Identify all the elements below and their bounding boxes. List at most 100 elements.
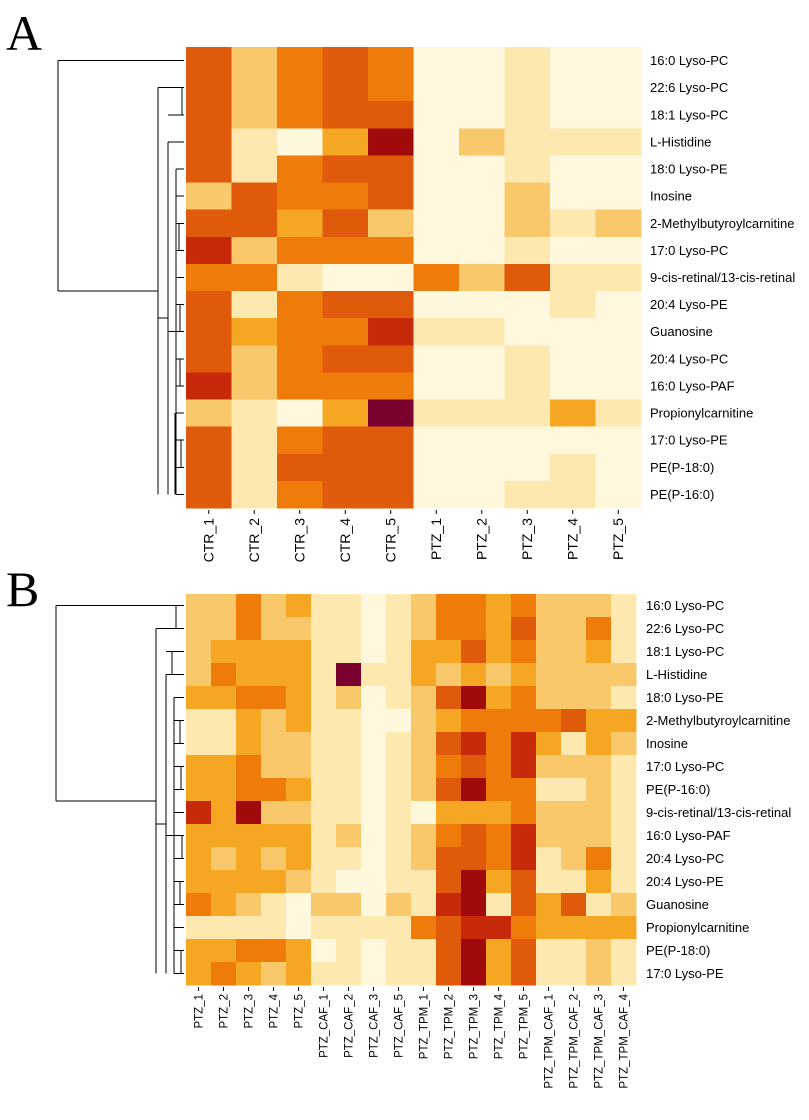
cell-inosine-ptz-4 [261,732,287,756]
cell-pe-p-16-0-ptz-2 [459,480,506,509]
cell-9-cis-retinal-13-cis-retinal-ptz-4 [261,801,287,825]
row-label: 9-cis-retinal/13-cis-retinal [646,805,791,820]
cell-inosine-ptz-5 [595,182,642,211]
cell-20-4-lyso-pe-ptz-tpm-3 [461,870,487,894]
cell-propionylcarnitine-ptz-tpm-caf-1 [536,916,562,940]
cell-pe-p-16-0-ptz-3 [236,778,262,802]
cell-pe-p-18-0-ptz-tpm-1 [411,939,437,963]
cell-pe-p-18-0-ptz-tpm-4 [486,939,512,963]
cell-22-6-lyso-pc-ptz-caf-2 [336,617,362,641]
cell-20-4-lyso-pc-ptz-tpm-caf-4 [611,847,637,871]
cell-18-0-lyso-pe-ptz-1 [413,155,460,184]
cell-9-cis-retinal-13-cis-retinal-ctr-5 [368,263,415,292]
row-label: 17:0 Lyso-PE [650,433,728,448]
cell-18-0-lyso-pe-ptz-caf-3 [361,686,387,710]
cell-20-4-lyso-pe-ptz-caf-3 [361,870,387,894]
cell-pe-p-18-0-ctr-4 [322,453,369,482]
cell-guanosine-ptz-3 [504,318,551,346]
cell-16-0-lyso-paf-ptz-tpm-3 [461,824,487,848]
cell-guanosine-ptz-caf-1 [311,893,337,917]
cell-pe-p-16-0-ptz-tpm-caf-2 [561,778,587,802]
cell-2-methylbutyroylcarnitine-ctr-5 [368,209,415,238]
cell-9-cis-retinal-13-cis-retinal-ptz-tpm-2 [436,801,462,825]
cell-9-cis-retinal-13-cis-retinal-ctr-4 [322,263,369,292]
cell-20-4-lyso-pe-ptz-tpm-1 [411,870,437,894]
cell-2-methylbutyroylcarnitine-ptz-caf-1 [311,709,337,733]
cell-pe-p-16-0-ptz-tpm-2 [436,778,462,802]
column-label: PTZ_3 [519,518,535,560]
cell-17-0-lyso-pe-ptz-caf-3 [361,962,387,986]
cell-16-0-lyso-paf-ptz-tpm-caf-2 [561,824,587,848]
cell-20-4-lyso-pe-ptz-tpm-5 [511,870,537,894]
cell-2-methylbutyroylcarnitine-ptz-caf-5 [386,709,412,733]
cell-l-histidine-ctr-4 [322,128,369,157]
cell-pe-p-16-0-ctr-5 [368,480,415,509]
cell-22-6-lyso-pc-ptz-5 [286,617,312,641]
cell-2-methylbutyroylcarnitine-ptz-caf-2 [336,709,362,733]
cell-16-0-lyso-pc-ptz-caf-3 [361,594,387,618]
cell-l-histidine-ptz-tpm-caf-2 [561,663,587,687]
cell-pe-p-16-0-ptz-tpm-caf-3 [586,778,612,802]
panel-b-letter: B [6,561,39,617]
column-label: PTZ_CAF_1 [319,994,331,1058]
cell-20-4-lyso-pc-ptz-2 [211,847,237,871]
cell-17-0-lyso-pc-ptz-1 [413,236,460,265]
cell-l-histidine-ctr-5 [368,128,415,157]
cell-l-histidine-ptz-tpm-caf-1 [536,663,562,687]
cell-17-0-lyso-pc-ptz-caf-1 [311,755,337,779]
cell-inosine-ptz-4 [550,182,597,211]
cell-16-0-lyso-pc-ctr-1 [186,47,233,75]
cell-22-6-lyso-pc-ptz-4 [261,617,287,641]
cell-17-0-lyso-pe-ptz-tpm-caf-3 [586,962,612,986]
cell-propionylcarnitine-ptz-5 [286,916,312,940]
cell-pe-p-18-0-ptz-4 [261,939,287,963]
cell-20-4-lyso-pe-ptz-caf-2 [336,870,362,894]
cell-20-4-lyso-pc-ptz-3 [504,345,551,374]
cell-l-histidine-ctr-1 [186,128,233,157]
cell-17-0-lyso-pc-ptz-4 [550,236,597,265]
cell-inosine-ptz-caf-1 [311,732,337,756]
panel-a-letter: A [6,5,42,61]
cell-propionylcarnitine-ctr-2 [231,399,278,428]
row-label: 18:1 Lyso-PC [650,107,728,122]
cell-guanosine-ptz-5 [286,893,312,917]
cell-17-0-lyso-pc-ptz-tpm-caf-1 [536,755,562,779]
cell-2-methylbutyroylcarnitine-ptz-tpm-2 [436,709,462,733]
column-label: PTZ_4 [565,518,581,560]
cell-18-1-lyso-pc-ptz-5 [286,640,312,664]
cell-9-cis-retinal-13-cis-retinal-ptz-3 [236,801,262,825]
cell-16-0-lyso-paf-ptz-tpm-caf-1 [536,824,562,848]
cell-16-0-lyso-pc-ctr-3 [277,47,324,75]
row-label: PE(P-18:0) [650,460,714,475]
row-label: 20:4 Lyso-PE [646,874,724,889]
cell-16-0-lyso-pc-ptz-caf-1 [311,594,337,618]
cell-propionylcarnitine-ptz-caf-5 [386,916,412,940]
cell-pe-p-18-0-ctr-2 [231,453,278,482]
cell-propionylcarnitine-ptz-3 [236,916,262,940]
cell-inosine-ptz-2 [211,732,237,756]
cell-20-4-lyso-pc-ctr-4 [322,345,369,374]
row-label: Inosine [650,189,692,204]
row-label: 16:0 Lyso-PC [650,53,728,68]
cell-18-0-lyso-pe-ptz-tpm-1 [411,686,437,710]
cell-17-0-lyso-pc-ptz-1 [186,755,212,779]
cell-18-1-lyso-pc-ptz-tpm-caf-3 [586,640,612,664]
cell-20-4-lyso-pc-ctr-1 [186,345,233,374]
cell-guanosine-ptz-caf-3 [361,893,387,917]
cell-2-methylbutyroylcarnitine-ptz-3 [236,709,262,733]
cell-pe-p-18-0-ptz-3 [504,453,551,482]
cell-16-0-lyso-paf-ptz-5 [286,824,312,848]
cell-18-1-lyso-pc-ctr-1 [186,101,233,129]
cell-inosine-ptz-3 [236,732,262,756]
cell-inosine-ptz-tpm-4 [486,732,512,756]
cell-20-4-lyso-pe-ptz-4 [261,870,287,894]
cell-pe-p-16-0-ptz-tpm-caf-1 [536,778,562,802]
cell-9-cis-retinal-13-cis-retinal-ptz-caf-1 [311,801,337,825]
cell-9-cis-retinal-13-cis-retinal-ptz-4 [550,263,597,292]
cell-guanosine-ptz-caf-5 [386,893,412,917]
cell-2-methylbutyroylcarnitine-ptz-tpm-caf-4 [611,709,637,733]
cell-18-1-lyso-pc-ptz-tpm-caf-1 [536,640,562,664]
cell-18-1-lyso-pc-ptz-3 [504,101,551,129]
cell-17-0-lyso-pe-ptz-tpm-1 [411,962,437,986]
cell-guanosine-ptz-tpm-3 [461,893,487,917]
